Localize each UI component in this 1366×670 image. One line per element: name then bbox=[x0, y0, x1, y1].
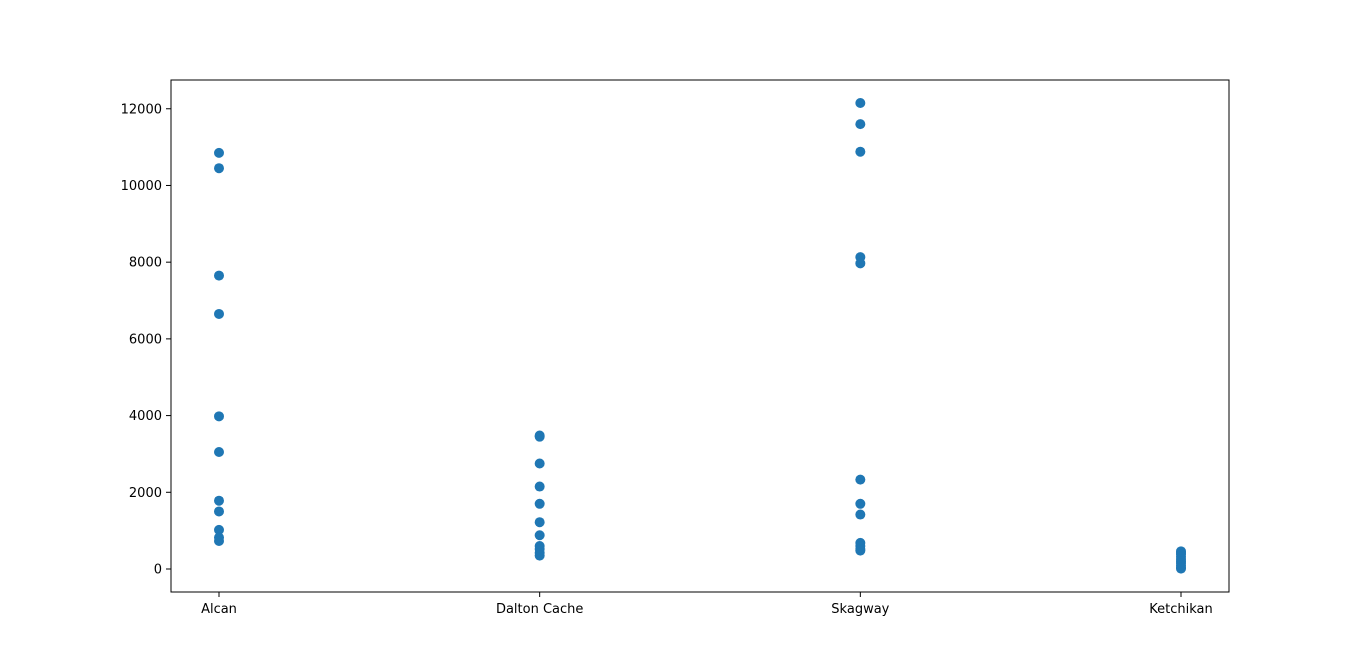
data-point bbox=[534, 498, 545, 509]
data-point bbox=[214, 495, 224, 506]
data-point bbox=[534, 530, 545, 541]
data-point bbox=[214, 506, 224, 517]
data-point bbox=[214, 147, 224, 158]
data-point bbox=[214, 163, 224, 174]
x-axis-ticks: Alcan Dalton Cache Skagway Ketchikan bbox=[201, 592, 1213, 617]
data-point bbox=[214, 535, 224, 546]
data-point bbox=[1176, 563, 1186, 574]
data-point bbox=[855, 146, 866, 157]
data-point bbox=[855, 258, 866, 269]
y-tick-label: 8000 bbox=[129, 256, 162, 271]
data-point bbox=[214, 411, 224, 422]
data-point bbox=[534, 550, 545, 561]
y-tick-label: 2000 bbox=[129, 486, 162, 501]
data-point bbox=[855, 545, 866, 556]
data-point bbox=[534, 458, 545, 469]
data-point bbox=[214, 524, 224, 535]
data-point bbox=[855, 98, 866, 109]
data-point bbox=[855, 474, 866, 485]
data-point bbox=[214, 270, 224, 281]
data-point bbox=[534, 431, 545, 442]
data-point bbox=[534, 481, 545, 492]
data-points bbox=[214, 98, 1186, 574]
data-point bbox=[534, 517, 545, 528]
x-tick-label: Skagway bbox=[831, 602, 889, 617]
x-tick-label: Alcan bbox=[201, 602, 237, 617]
data-point bbox=[214, 308, 224, 319]
y-tick-label: 6000 bbox=[129, 332, 162, 347]
data-point bbox=[855, 509, 866, 520]
data-point bbox=[214, 447, 224, 458]
x-tick-label: Dalton Cache bbox=[496, 602, 583, 617]
y-axis-ticks: 0 2000 4000 6000 8000 10000 12000 bbox=[121, 102, 171, 577]
data-point bbox=[855, 119, 866, 130]
y-tick-label: 4000 bbox=[129, 409, 162, 424]
x-tick-label: Ketchikan bbox=[1149, 602, 1212, 617]
plot-area bbox=[170, 79, 1230, 593]
y-tick-label: 10000 bbox=[121, 179, 162, 194]
y-tick-label: 0 bbox=[154, 562, 162, 577]
y-tick-label: 12000 bbox=[121, 102, 162, 117]
data-point bbox=[855, 498, 866, 509]
